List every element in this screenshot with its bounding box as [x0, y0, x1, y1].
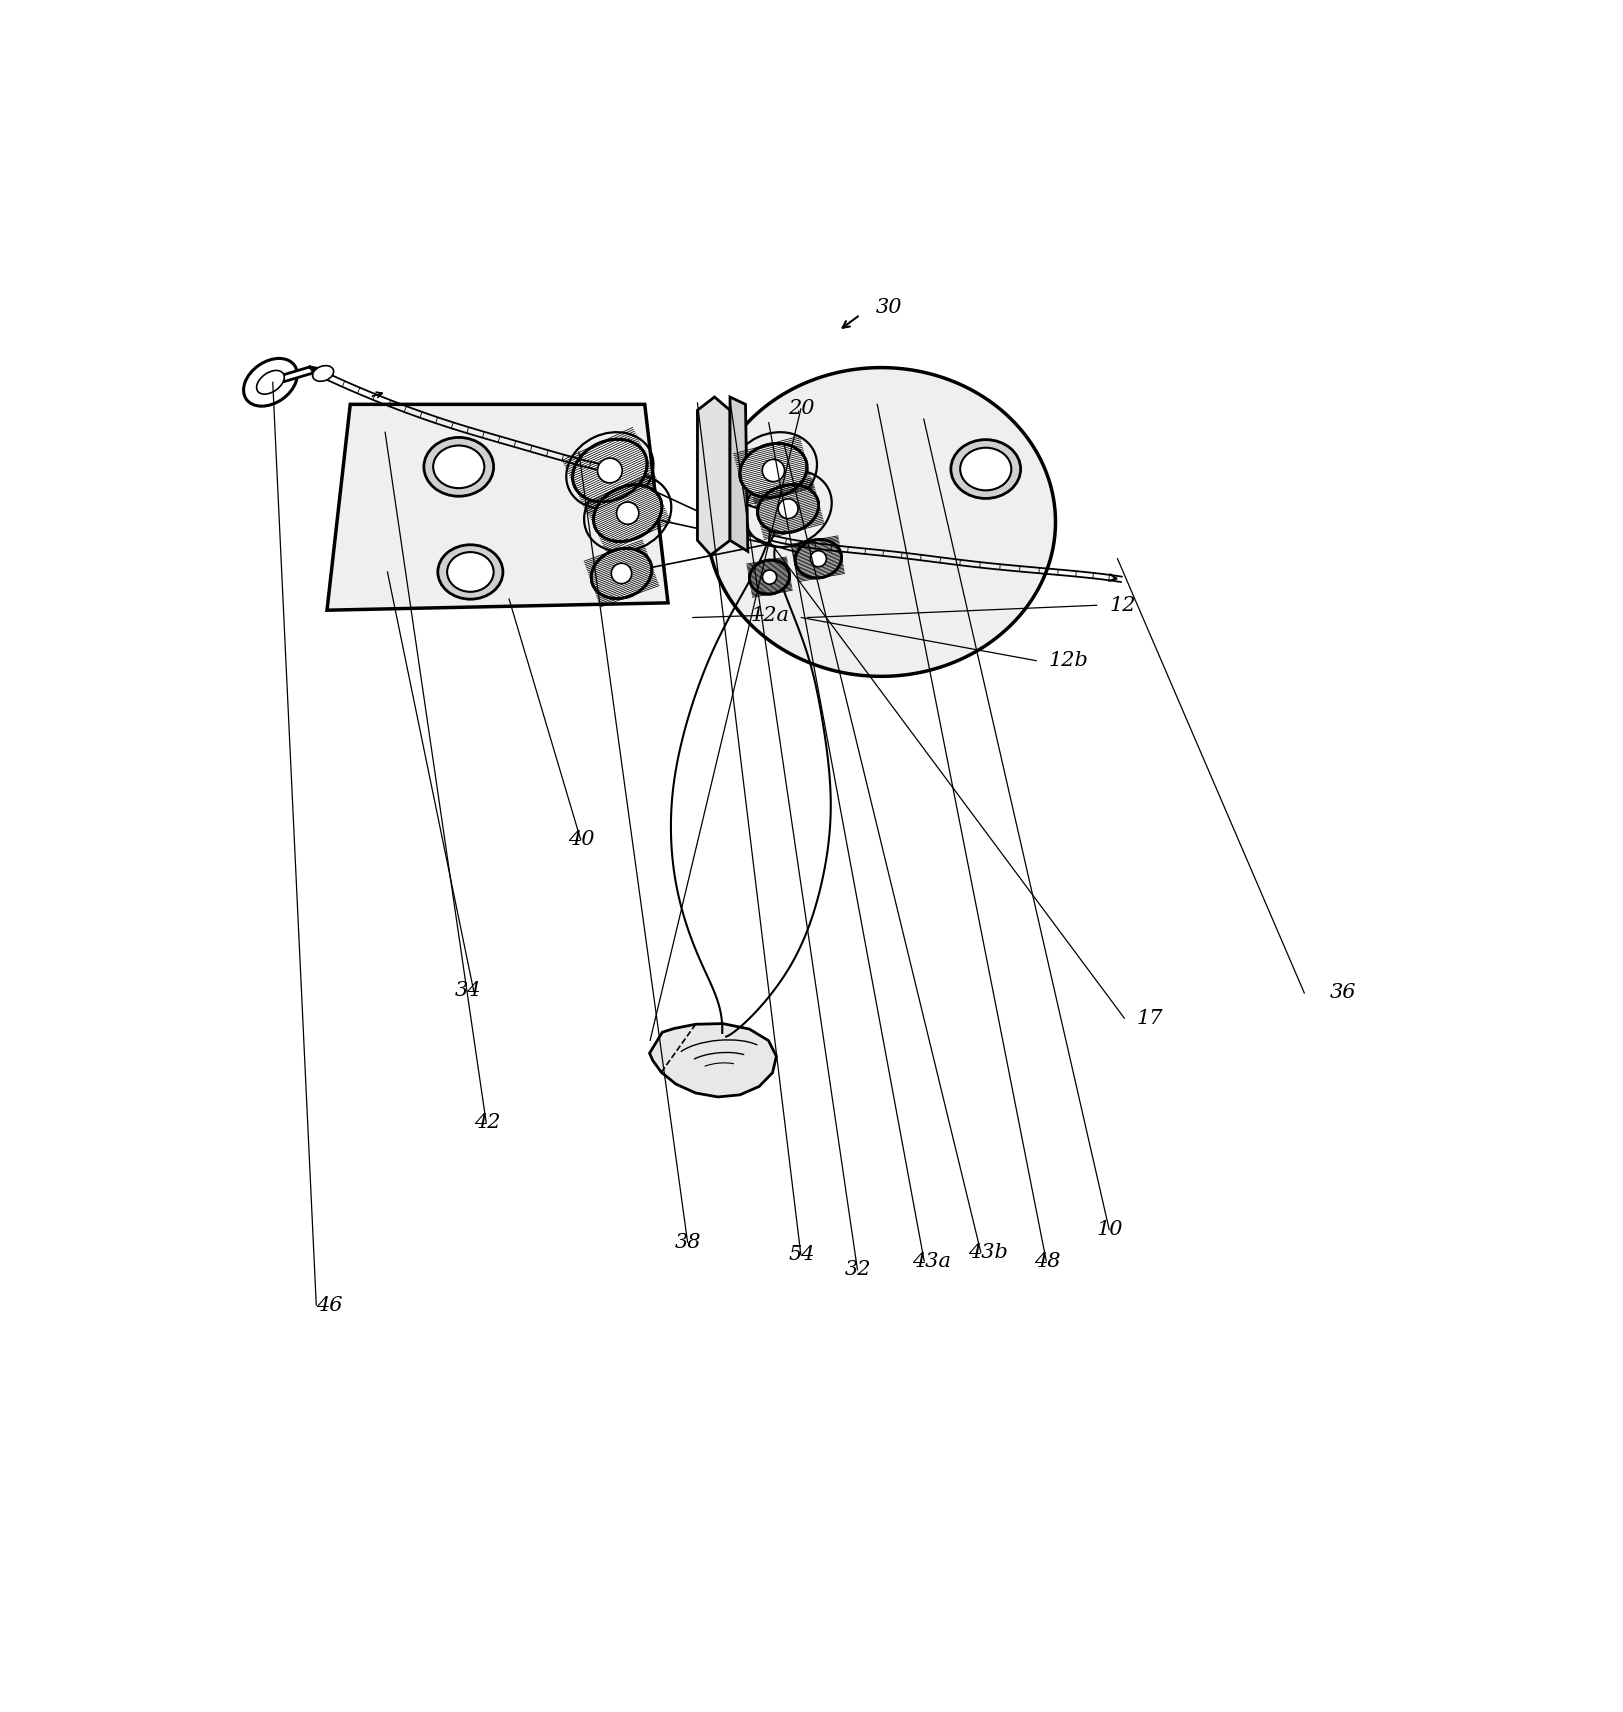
- Ellipse shape: [777, 498, 797, 519]
- Text: 20: 20: [787, 399, 815, 418]
- Text: 32: 32: [844, 1260, 872, 1279]
- Polygon shape: [326, 404, 667, 609]
- Ellipse shape: [761, 570, 776, 584]
- Ellipse shape: [243, 358, 297, 406]
- Ellipse shape: [446, 551, 493, 592]
- Ellipse shape: [610, 563, 631, 584]
- Ellipse shape: [617, 502, 638, 524]
- Ellipse shape: [591, 548, 651, 599]
- Text: 40: 40: [568, 830, 594, 849]
- Text: 30: 30: [875, 298, 902, 317]
- Text: 46: 46: [316, 1296, 342, 1315]
- Text: 48: 48: [1034, 1251, 1060, 1270]
- Ellipse shape: [756, 484, 818, 532]
- Text: 38: 38: [675, 1233, 701, 1251]
- Ellipse shape: [433, 445, 484, 488]
- Text: 43b: 43b: [967, 1243, 1008, 1262]
- Ellipse shape: [592, 484, 662, 541]
- Ellipse shape: [256, 370, 284, 394]
- Ellipse shape: [761, 459, 784, 481]
- Polygon shape: [281, 366, 313, 382]
- Polygon shape: [706, 368, 1055, 676]
- Ellipse shape: [959, 449, 1011, 490]
- Text: 43a: 43a: [911, 1251, 949, 1270]
- Text: 17: 17: [1136, 1008, 1162, 1027]
- Ellipse shape: [951, 440, 1019, 498]
- Text: 34: 34: [454, 981, 480, 1000]
- Ellipse shape: [810, 551, 826, 567]
- Ellipse shape: [795, 539, 841, 579]
- Polygon shape: [730, 397, 747, 551]
- Ellipse shape: [424, 438, 493, 496]
- Ellipse shape: [313, 366, 333, 382]
- Polygon shape: [696, 397, 730, 555]
- Text: 12: 12: [1109, 596, 1134, 615]
- Text: 54: 54: [787, 1245, 815, 1263]
- Text: 12b: 12b: [1048, 651, 1087, 669]
- Ellipse shape: [597, 459, 622, 483]
- Ellipse shape: [438, 544, 503, 599]
- Ellipse shape: [740, 443, 807, 498]
- Ellipse shape: [748, 560, 789, 594]
- Polygon shape: [649, 1024, 776, 1097]
- Ellipse shape: [573, 440, 646, 502]
- Text: 42: 42: [474, 1113, 500, 1132]
- Text: 12a: 12a: [750, 606, 789, 625]
- Text: 36: 36: [1329, 983, 1355, 1003]
- Text: 10: 10: [1096, 1221, 1123, 1239]
